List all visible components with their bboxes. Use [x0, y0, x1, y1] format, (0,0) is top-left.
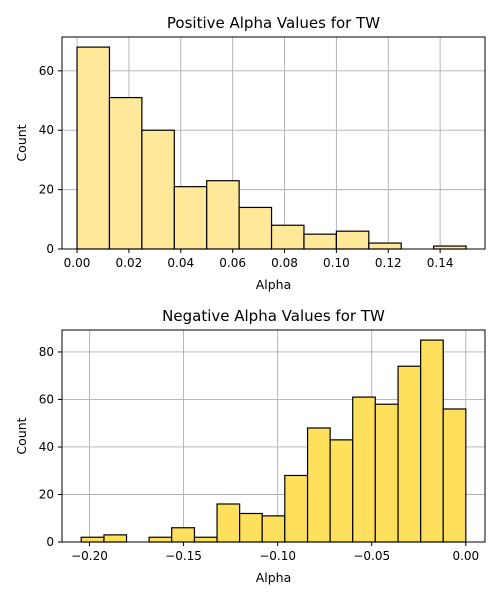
histogram-bar: [76, 46, 111, 250]
histogram-bar: [171, 527, 196, 543]
histogram-bar: [193, 536, 218, 543]
x-axis-label: Alpha: [256, 277, 292, 292]
histogram-bar: [80, 536, 105, 543]
chart-title: Positive Alpha Values for TW: [167, 14, 380, 32]
histogram-bar: [284, 474, 309, 543]
y-tick-label: 0: [46, 242, 54, 256]
histogram-bar: [206, 180, 240, 250]
histogram-bar: [306, 427, 331, 543]
x-axis-label: Alpha: [256, 570, 292, 585]
y-tick-label: 40: [39, 440, 54, 454]
axes-frame: [61, 36, 486, 250]
histogram-bar: [368, 242, 402, 250]
histogram-bar: [397, 365, 422, 543]
histogram-bar: [141, 129, 175, 250]
histogram-bar: [374, 403, 399, 543]
x-tick-label: 0.04: [167, 256, 194, 270]
x-tick-label: 0.06: [219, 256, 246, 270]
y-tick-label: 0: [46, 535, 54, 549]
histogram-bar: [103, 534, 128, 543]
histogram-bar: [238, 206, 273, 250]
x-tick-label: −0.05: [353, 549, 390, 563]
x-tick-label: 0.12: [375, 256, 402, 270]
histogram-bar: [148, 536, 173, 543]
x-tick-label: −0.10: [259, 549, 296, 563]
x-tick-label: −0.20: [71, 549, 108, 563]
x-tick-label: 0.00: [452, 549, 479, 563]
y-tick-label: 80: [39, 345, 54, 359]
x-tick-label: 0.10: [323, 256, 350, 270]
histogram-bar: [442, 408, 467, 543]
y-tick-label: 60: [39, 392, 54, 406]
y-tick-label: 20: [39, 487, 54, 501]
negative-alpha-histogram: −0.20 −0.15 −0.10 −0.05 0.00 0 20 40 60 80 Negativ…: [14, 307, 486, 585]
x-tick-label: −0.15: [165, 549, 202, 563]
y-axis-label: Count: [14, 124, 29, 161]
y-tick-label: 60: [39, 64, 54, 78]
y-tick-label: 20: [39, 183, 54, 197]
histogram-bar: [335, 230, 370, 250]
x-tick-label: 0.02: [116, 256, 143, 270]
x-tick-label: 0.14: [427, 256, 454, 270]
histogram-bar: [173, 186, 208, 250]
histogram-bar: [108, 96, 143, 250]
x-tick-label: 0.00: [64, 256, 91, 270]
x-tick-label: 0.08: [271, 256, 298, 270]
histogram-bar: [420, 339, 444, 543]
histogram-bar: [329, 439, 354, 543]
histogram-bar: [352, 396, 376, 543]
histogram-bar: [216, 503, 241, 543]
histogram-bar: [239, 512, 263, 543]
y-axis-label: Count: [14, 417, 29, 454]
chart-title: Negative Alpha Values for TW: [162, 307, 385, 325]
histogram-bar: [261, 515, 286, 543]
histogram-bar: [303, 233, 337, 250]
histogram-bar: [270, 224, 305, 250]
axes-frame: [61, 329, 486, 543]
y-tick-label: 40: [39, 123, 54, 137]
positive-alpha-histogram: 0.00 0.02 0.04 0.06 0.08 0.10 0.12 0.14 0 20 40 60 P…: [14, 14, 486, 292]
